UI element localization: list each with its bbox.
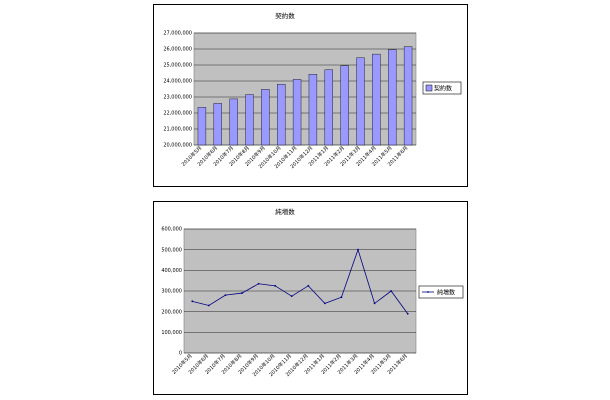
contracts-chart-svg: 契約数 20,000,000 21,000,000 22,000,000 23,000…	[163, 11, 462, 170]
bar	[388, 49, 397, 146]
data-point	[373, 302, 376, 305]
y-tick-label: 600,000	[161, 227, 182, 233]
legend-swatch	[425, 84, 433, 92]
y-tick-label: 200,000	[161, 309, 182, 315]
bar	[324, 69, 333, 146]
bar	[261, 89, 270, 146]
chart-title: 契約数	[275, 11, 295, 20]
y-tick-label: 400,000	[161, 268, 182, 274]
y-tick-label: 300,000	[161, 289, 182, 295]
bar	[356, 57, 365, 146]
data-point	[357, 248, 359, 251]
bar	[403, 46, 413, 146]
net-additions-chart: 純増数 0 100,000 200,000 300,000 400,000 500,000…	[153, 201, 468, 395]
y-tick-label: 27,000,000	[163, 31, 192, 37]
data-point	[406, 312, 409, 315]
data-point	[224, 294, 227, 297]
data-point	[191, 300, 194, 303]
bar	[372, 53, 381, 146]
bar	[277, 83, 286, 146]
y-tick-label: 23,000,000	[163, 95, 192, 101]
bar	[197, 107, 207, 146]
y-tick-label: 500,000	[161, 247, 182, 253]
contracts-chart: 契約数 20,000,000 21,000,000 22,000,000 23,000…	[153, 4, 468, 187]
y-tick-label: 100,000	[161, 330, 182, 336]
plot-area	[193, 32, 417, 146]
bar	[213, 103, 222, 146]
y-tick-label: 21,000,000	[163, 127, 192, 133]
net-additions-chart-svg: 純増数 0 100,000 200,000 300,000 400,000 500,000…	[161, 207, 464, 378]
legend-label: 契約数	[434, 85, 452, 93]
y-tick-label: 22,000,000	[163, 111, 192, 117]
bar	[245, 94, 254, 146]
y-tick-label: 0	[179, 351, 182, 357]
data-point	[340, 296, 343, 299]
data-point	[290, 295, 293, 298]
bar	[229, 98, 238, 146]
bar	[308, 74, 318, 146]
legend: 純増数	[418, 285, 464, 299]
y-tick-label: 20,000,000	[163, 143, 192, 149]
data-point	[323, 302, 326, 305]
legend: 契約数	[422, 81, 462, 95]
legend-marker	[427, 291, 429, 293]
series-line	[192, 248, 409, 314]
y-tick-label: 26,000,000	[163, 47, 192, 53]
y-tick-label: 25,000,000	[163, 63, 192, 69]
data-point	[207, 304, 210, 307]
y-tick-label: 24,000,000	[163, 79, 192, 85]
legend-label: 純増数	[437, 289, 455, 297]
bar	[292, 79, 302, 146]
chart-title: 純増数	[275, 207, 295, 216]
data-point	[241, 292, 243, 294]
bar	[340, 65, 349, 146]
data-point	[390, 290, 393, 292]
data-point	[274, 284, 277, 287]
data-point	[307, 284, 310, 287]
data-point	[257, 282, 260, 285]
